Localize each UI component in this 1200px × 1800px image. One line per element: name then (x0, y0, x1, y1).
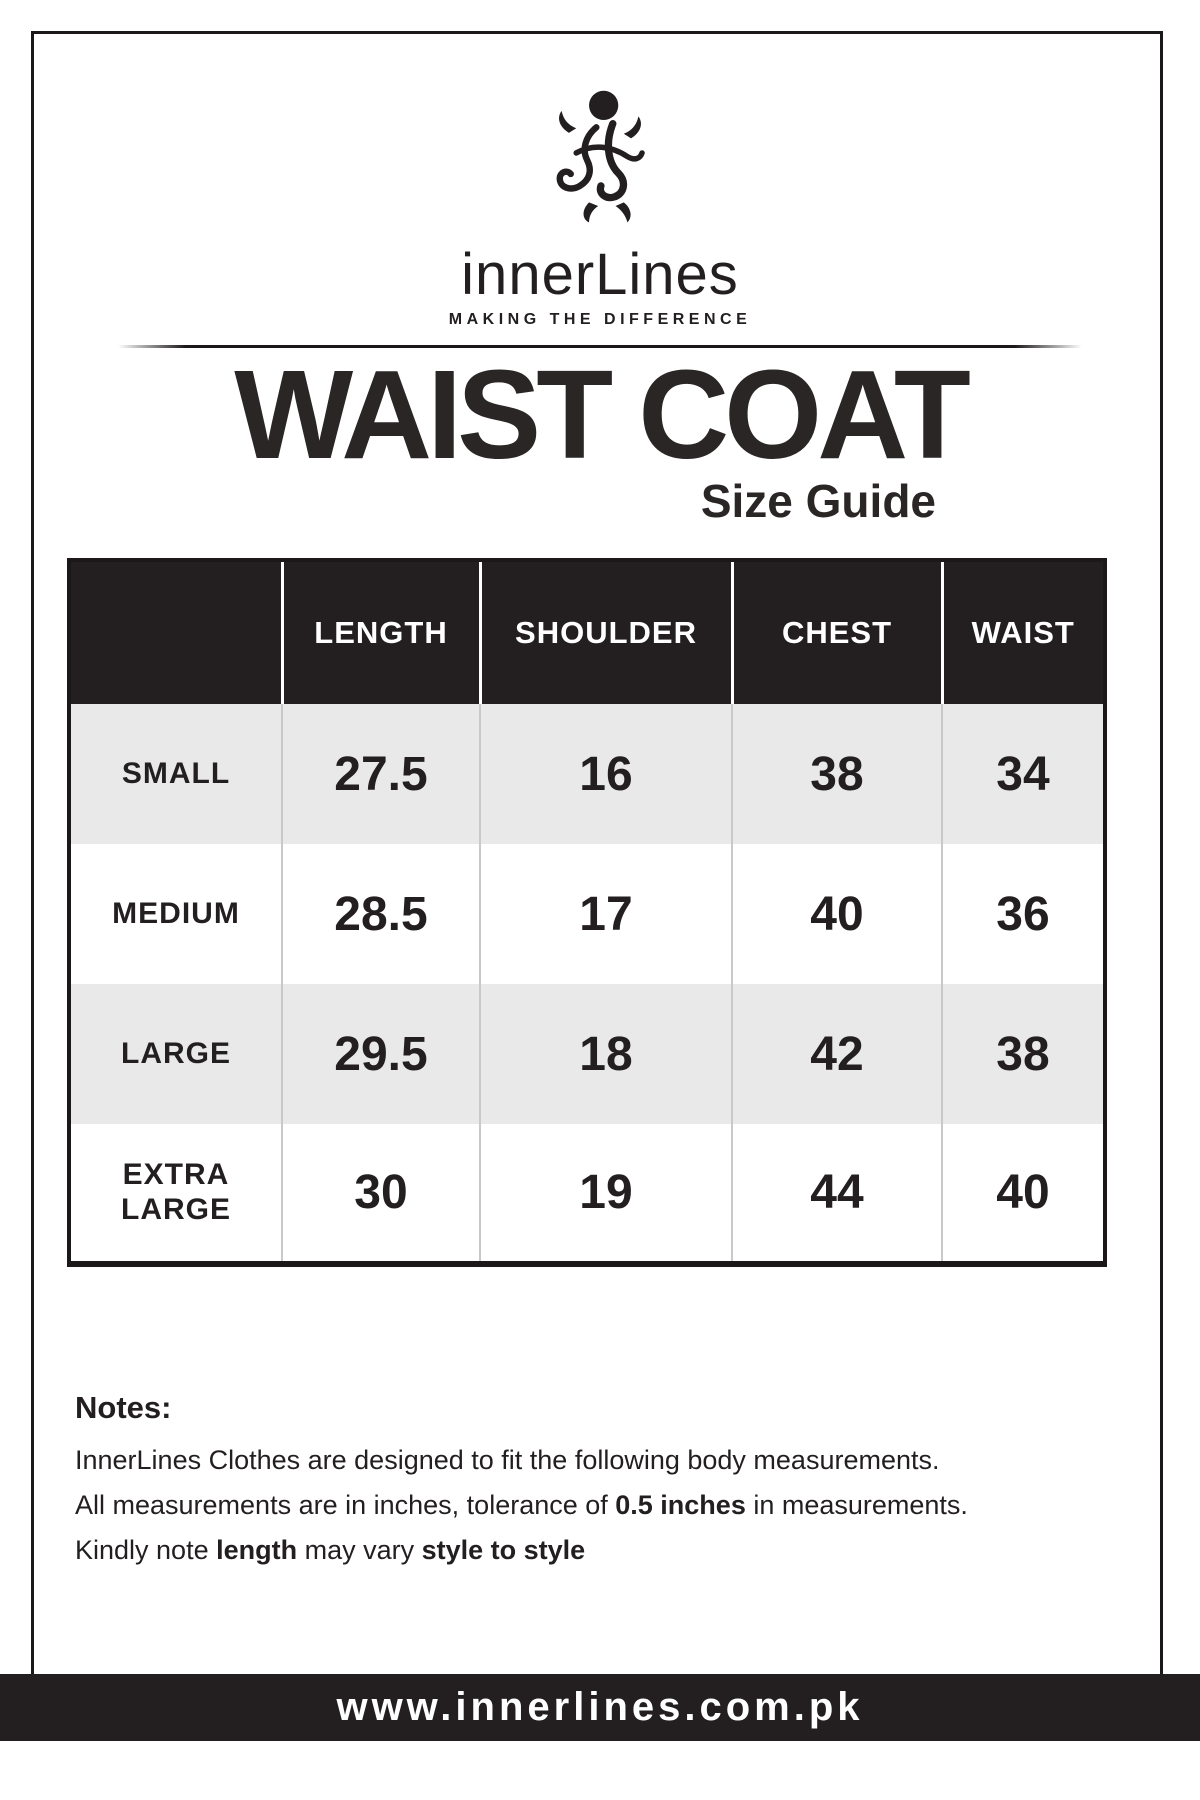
footer-bar: www.innerlines.com.pk (0, 1674, 1200, 1741)
measurement-cell: 30 (281, 1124, 480, 1264)
measurement-cell: 17 (479, 844, 732, 984)
website-url: www.innerlines.com.pk (336, 1685, 864, 1729)
header-divider (118, 345, 1082, 348)
measurement-cell: 29.5 (281, 984, 480, 1124)
size-label: SMALL (121, 756, 231, 790)
measurement-cell: 18 (479, 984, 732, 1124)
size-row: SMALL 27.5 16 38 34 (69, 704, 1105, 844)
size-row: EXTRA LARGE 30 19 44 40 (69, 1124, 1105, 1264)
size-label: LARGE (121, 1036, 231, 1070)
notes-line-2: All measurements are in inches, toleranc… (75, 1489, 968, 1520)
brand-tagline: MAKING THE DIFFERENCE (448, 311, 752, 328)
brand-name: innerLines (461, 242, 739, 307)
measurement-cell: 44 (731, 1124, 942, 1264)
size-label: MEDIUM (112, 896, 240, 930)
corner-cell (69, 560, 282, 704)
measurement-cell: 27.5 (281, 704, 480, 844)
measurement-cell: 40 (941, 1124, 1105, 1264)
column-header-waist: WAIST (940, 560, 1105, 704)
notes-section: Notes: InnerLines Clothes are designed t… (75, 1390, 1110, 1572)
column-header-shoulder: SHOULDER (478, 560, 732, 704)
measurement-cell: 38 (731, 704, 942, 844)
measurement-cell: 16 (479, 704, 732, 844)
brand-monogram-icon (536, 84, 664, 242)
size-table-header: LENGTH SHOULDER CHEST WAIST (69, 560, 1105, 704)
notes-line-1: InnerLines Clothes are designed to fit t… (75, 1445, 940, 1475)
header-row: LENGTH SHOULDER CHEST WAIST (69, 560, 1105, 704)
page-title: WAIST COAT (234, 344, 971, 485)
measurement-cell: 36 (941, 844, 1105, 984)
page-subtitle: Size Guide (700, 475, 936, 527)
size-row: MEDIUM 28.5 17 40 36 (69, 844, 1105, 984)
measurement-cell: 19 (479, 1124, 732, 1264)
column-header-chest: CHEST (730, 560, 942, 704)
measurement-cell: 28.5 (281, 844, 480, 984)
size-row: LARGE 29.5 18 42 38 (69, 984, 1105, 1124)
size-table: LENGTH SHOULDER CHEST WAIST SMALL 27.5 16 38 34… (67, 558, 1107, 1267)
measurement-cell: 40 (731, 844, 942, 984)
brand-header: innerLines MAKING THE DIFFERENCE (0, 84, 1200, 329)
notes-line-3: Kindly note length may vary style to sty… (75, 1534, 586, 1565)
column-header-length: LENGTH (280, 560, 480, 704)
measurement-cell: 42 (731, 984, 942, 1124)
size-label: EXTRA LARGE (121, 1158, 231, 1226)
notes-heading: Notes: (75, 1390, 172, 1425)
title-block: WAIST COAT Size Guide (0, 352, 1200, 528)
measurement-cell: 38 (941, 984, 1105, 1124)
measurement-cell: 34 (941, 704, 1105, 844)
